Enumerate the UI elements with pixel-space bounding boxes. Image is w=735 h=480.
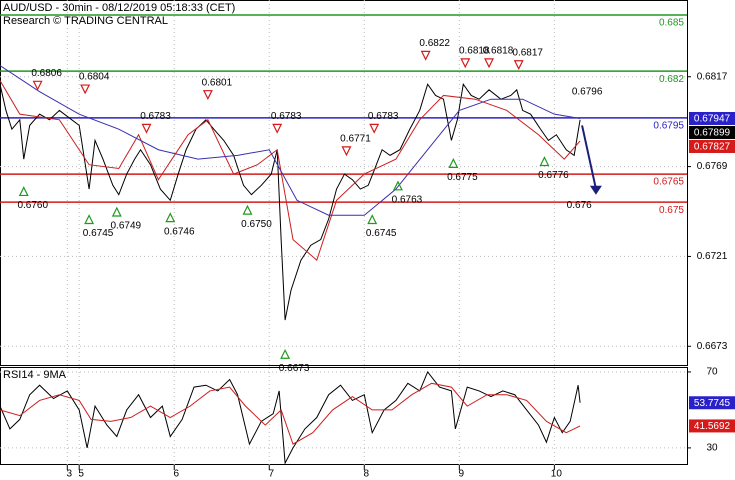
series-line — [0, 370, 581, 465]
x-tick-label: 3 — [67, 469, 73, 480]
forecast-arrowhead — [589, 185, 602, 195]
high-marker — [484, 58, 494, 69]
annotation-label: 0.6673 — [279, 363, 310, 374]
x-tick-label: 6 — [173, 469, 179, 480]
x-tick-label: 10 — [551, 469, 563, 480]
chart-title: AUD/USD - 30min - 08/12/2019 05:18:33 (C… — [3, 2, 235, 14]
low-marker — [165, 212, 176, 223]
y-tick-label: 0.6673 — [697, 341, 728, 352]
high-marker — [341, 146, 352, 157]
annotation-label: 0.6783 — [271, 111, 302, 122]
x-tick-label: 8 — [364, 469, 370, 480]
level-label: 0.6765 — [653, 177, 684, 188]
y-tick-label: 30 — [706, 443, 718, 454]
high-marker — [32, 80, 43, 91]
value-box-label: 0.67827 — [694, 142, 731, 153]
annotation-label: 0.6804 — [79, 72, 110, 83]
annotation-label: 0.6750 — [241, 219, 272, 230]
level-label: 0.675 — [659, 205, 684, 216]
y-tick-label: 0.6769 — [697, 161, 728, 172]
high-marker — [513, 60, 524, 71]
low-marker — [280, 348, 291, 359]
high-marker — [420, 50, 431, 61]
annotation-label: 0.6749 — [111, 221, 142, 232]
annotation-label: 0.6763 — [392, 194, 423, 205]
high-marker — [202, 90, 213, 101]
y-tick-label: 0.6817 — [697, 71, 728, 82]
value-box-label: 0.67947 — [694, 114, 731, 125]
annotation-label: 0.6783 — [140, 111, 171, 122]
annotation-label: 0.6760 — [17, 200, 48, 211]
annotation-label: 0.6783 — [368, 111, 399, 122]
low-marker — [539, 156, 550, 167]
high-marker — [80, 84, 91, 95]
x-tick-label: 5 — [78, 469, 84, 480]
low-marker — [111, 206, 122, 217]
y-tick-label: 0.6721 — [697, 251, 728, 262]
value-box-label: 53.7745 — [694, 398, 731, 409]
series-line — [0, 382, 581, 445]
annotation-label: 0.6776 — [538, 170, 569, 181]
series-line — [0, 65, 581, 216]
level-label: 0.685 — [659, 18, 684, 29]
high-marker — [272, 123, 283, 134]
value-box — [689, 125, 735, 139]
high-marker — [369, 123, 380, 134]
high-marker — [460, 58, 471, 69]
y-tick-label: 70 — [706, 367, 718, 378]
x-tick-label: 7 — [268, 469, 274, 480]
rsi-title: RSI14 - 9MA — [3, 369, 67, 381]
value-box — [689, 139, 735, 153]
series-line — [0, 80, 581, 262]
annotation-label: 0.676 — [567, 200, 592, 211]
value-box — [689, 111, 735, 125]
annotation-label: 0.6818 — [459, 46, 490, 57]
annotation-label: 0.6796 — [572, 87, 603, 98]
annotation-label: 0.6817 — [512, 47, 543, 58]
annotation-label: 0.6745 — [83, 228, 114, 239]
x-tick-label: 9 — [459, 469, 465, 480]
rsi-panel — [0, 367, 688, 465]
value-box — [689, 419, 735, 433]
series-line — [0, 82, 581, 321]
value-box-label: 41.5692 — [694, 421, 731, 432]
annotation-label: 0.6818 — [483, 46, 514, 57]
annotation-label: 0.6771 — [340, 133, 371, 144]
annotation-label: 0.6745 — [366, 228, 397, 239]
low-marker — [242, 204, 253, 215]
annotation-label: 0.6746 — [164, 226, 195, 237]
chart-subtitle: Research © TRADING CENTRAL — [3, 15, 168, 27]
annotation-label: 0.6806 — [31, 68, 62, 79]
annotation-label: 0.6822 — [419, 38, 450, 49]
annotation-label: 0.6775 — [447, 172, 478, 183]
value-box-label: 0.67899 — [694, 128, 731, 139]
low-marker — [367, 214, 378, 225]
low-marker — [392, 180, 403, 191]
low-marker — [18, 186, 29, 197]
value-box — [689, 396, 735, 410]
annotation-label: 0.6801 — [202, 77, 233, 88]
price-panel — [0, 0, 688, 366]
low-marker — [448, 158, 459, 168]
low-marker — [84, 214, 95, 225]
level-label: 0.6795 — [653, 121, 684, 132]
forecast-arrow — [581, 125, 597, 190]
high-marker — [141, 123, 152, 134]
level-label: 0.682 — [659, 74, 684, 85]
